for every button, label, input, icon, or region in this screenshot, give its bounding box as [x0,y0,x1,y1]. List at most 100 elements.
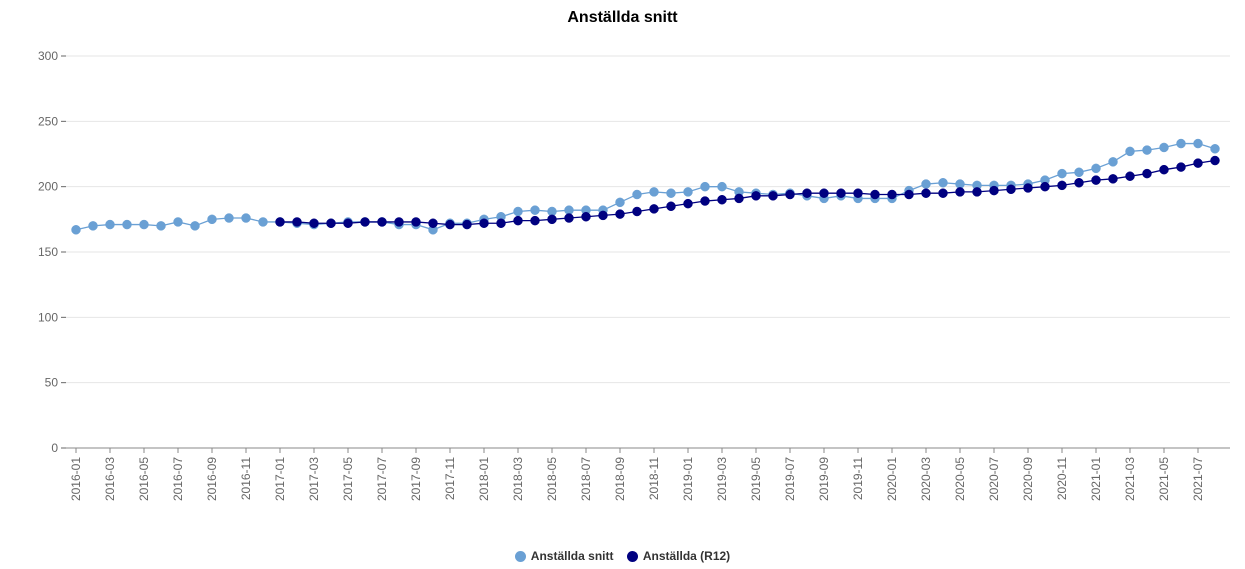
data-point-series-1-2021-05[interactable] [1159,164,1169,175]
data-point-series-1-2021-08[interactable] [1210,155,1220,166]
data-point-series-1-2018-11[interactable] [649,204,659,214]
data-point-series-1-2019-10[interactable] [836,188,846,198]
data-point-series-1-2019-06[interactable] [768,191,778,201]
data-point-series-0-2021-05[interactable] [1159,142,1169,153]
data-point-series-1-2021-03[interactable] [1125,171,1135,181]
data-point-series-1-2018-10[interactable] [632,206,642,217]
data-point-series-0-2018-03[interactable] [513,206,523,217]
data-point-series-1-2018-09[interactable] [615,209,625,219]
data-point-series-0-2020-03[interactable] [921,179,931,189]
data-point-series-0-2019-02[interactable] [700,181,710,192]
data-point-series-1-2020-01[interactable] [887,189,897,200]
data-point-series-1-2019-05[interactable] [751,191,761,201]
data-point-series-1-2019-09[interactable] [819,188,829,198]
data-point-series-1-2017-11[interactable] [445,219,455,230]
data-point-series-0-2016-09[interactable] [207,214,217,225]
y-tick-label-4: 200 [38,180,58,194]
data-point-series-0-2016-05[interactable] [139,219,149,230]
data-point-series-1-2019-07[interactable] [785,189,795,200]
legend-item-series-0[interactable]: Anställda snitt [514,549,613,563]
data-point-series-0-2016-08[interactable] [190,221,200,231]
data-point-series-1-2020-03[interactable] [921,188,931,198]
chart-legend: Anställda snitt Anställda (R12) [0,549,1245,565]
data-point-series-0-2016-06[interactable] [156,221,166,231]
data-point-series-1-2020-11[interactable] [1057,180,1067,191]
data-point-series-1-2018-04[interactable] [530,215,540,226]
data-point-series-1-2021-04[interactable] [1142,168,1152,179]
data-point-series-1-2017-09[interactable] [411,217,421,227]
data-point-series-0-2016-10[interactable] [224,213,234,223]
data-point-series-0-2020-04[interactable] [938,177,948,188]
x-tick-label-12: 2018-01 [477,457,491,501]
data-point-series-1-2017-05[interactable] [343,218,353,229]
data-point-series-0-2021-01[interactable] [1091,163,1101,174]
data-point-series-1-2018-02[interactable] [496,218,506,229]
data-point-series-1-2019-02[interactable] [700,196,710,206]
data-point-series-0-2018-11[interactable] [649,187,659,197]
data-point-series-1-2018-08[interactable] [598,210,608,221]
data-point-series-1-2019-08[interactable] [802,188,812,198]
data-point-series-0-2021-02[interactable] [1108,157,1118,167]
data-point-series-1-2017-04[interactable] [326,218,336,229]
data-point-series-1-2018-03[interactable] [513,215,523,226]
data-point-series-0-2020-12[interactable] [1074,167,1084,178]
data-point-series-1-2019-01[interactable] [683,198,693,209]
data-point-series-0-2016-01[interactable] [71,225,81,235]
data-point-series-1-2021-02[interactable] [1108,174,1118,184]
data-point-series-1-2017-10[interactable] [428,218,438,229]
legend-item-series-1[interactable]: Anställda (R12) [626,549,730,563]
data-point-series-1-2021-07[interactable] [1193,158,1203,168]
x-tick-label-28: 2020-09 [1021,457,1035,501]
data-point-series-1-2020-07[interactable] [989,185,999,196]
data-point-series-1-2020-02[interactable] [904,189,914,200]
y-tick-label-0: 0 [51,441,58,455]
data-point-series-1-2018-01[interactable] [479,218,489,229]
data-point-series-1-2017-03[interactable] [309,218,319,229]
data-point-series-0-2016-02[interactable] [88,221,98,231]
data-point-series-0-2018-10[interactable] [632,189,642,200]
data-point-series-1-2019-11[interactable] [853,188,863,198]
data-point-series-1-2017-02[interactable] [292,217,302,227]
data-point-series-1-2017-06[interactable] [360,217,370,227]
data-point-series-0-2016-04[interactable] [122,219,132,230]
data-point-series-0-2021-07[interactable] [1193,138,1203,149]
data-point-series-0-2016-07[interactable] [173,217,183,227]
data-point-series-0-2016-12[interactable] [258,217,268,227]
data-point-series-0-2016-11[interactable] [241,213,251,223]
x-tick-label-10: 2017-09 [409,457,423,501]
data-point-series-1-2020-08[interactable] [1006,184,1016,195]
data-point-series-1-2021-06[interactable] [1176,162,1186,172]
data-point-series-0-2021-06[interactable] [1176,138,1186,149]
data-point-series-1-2019-04[interactable] [734,193,744,204]
data-point-series-1-2017-07[interactable] [377,217,387,227]
data-point-series-1-2019-12[interactable] [870,189,880,200]
data-point-series-1-2020-06[interactable] [972,187,982,197]
data-point-series-0-2018-12[interactable] [666,188,676,198]
data-point-series-1-2020-05[interactable] [955,187,965,197]
data-point-series-0-2018-04[interactable] [530,205,540,215]
data-point-series-1-2017-01[interactable] [275,217,285,227]
data-point-series-0-2016-03[interactable] [105,219,115,230]
data-point-series-0-2020-11[interactable] [1057,168,1067,179]
data-point-series-0-2019-03[interactable] [717,181,727,192]
data-point-series-0-2021-04[interactable] [1142,145,1152,155]
data-point-series-0-2018-09[interactable] [615,197,625,208]
data-point-series-1-2018-07[interactable] [581,211,591,222]
data-point-series-1-2017-12[interactable] [462,219,472,230]
x-tick-label-26: 2020-05 [953,457,967,501]
x-tick-label-15: 2018-07 [579,457,593,501]
data-point-series-1-2018-05[interactable] [547,214,557,225]
data-point-series-1-2020-09[interactable] [1023,183,1033,193]
data-point-series-1-2018-06[interactable] [564,213,574,223]
data-point-series-0-2021-03[interactable] [1125,146,1135,157]
data-point-series-1-2021-01[interactable] [1091,175,1101,185]
data-point-series-1-2020-10[interactable] [1040,181,1050,192]
y-tick-label-2: 100 [38,310,58,324]
data-point-series-0-2021-08[interactable] [1210,144,1220,154]
data-point-series-1-2017-08[interactable] [394,217,404,227]
data-point-series-0-2019-01[interactable] [683,187,693,197]
data-point-series-1-2018-12[interactable] [666,201,676,212]
data-point-series-1-2020-04[interactable] [938,188,948,198]
data-point-series-1-2019-03[interactable] [717,194,727,205]
data-point-series-1-2020-12[interactable] [1074,177,1084,188]
